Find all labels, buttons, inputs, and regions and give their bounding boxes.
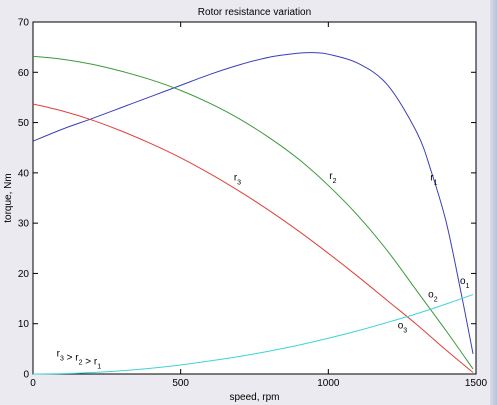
y-axis-label: torque, Nm [3,173,14,222]
y-tick-label: 60 [18,68,30,79]
series-line-r2 [32,55,474,370]
x-tick-label: 0 [30,378,36,389]
y-tick-label: 50 [18,118,30,129]
curve-label-r3: r3 [234,172,241,186]
y-tick-label: 40 [18,168,30,179]
window-edge [490,0,497,405]
plot-area [32,21,477,375]
curve-label-o1: o1 [460,276,470,290]
series-line-r3 [32,103,474,373]
curve-label-o2: o2 [428,290,438,304]
y-tick-label: 20 [18,269,30,280]
y-tick-label: 0 [23,370,29,381]
y-tick-label: 10 [18,319,30,330]
axis-ticks: 0 500 1000 1500 0 10 20 30 40 50 60 70 [18,18,488,390]
x-tick-label: 500 [172,378,189,389]
series-lines [32,52,474,375]
x-tick-label: 1500 [465,378,488,389]
series-line-r1 [32,52,474,354]
y-tick-label: 30 [18,219,30,230]
curve-annotations: r1 r2 r3 o1 o2 o3 r3 > r2 > r1 [57,171,470,371]
x-tick-label: 1000 [317,378,340,389]
x-axis-label: speed, rpm [229,392,279,403]
inequality-label: r3 > r2 > r1 [57,348,102,370]
curve-label-r1: r1 [430,172,437,186]
curve-label-r2: r2 [329,171,336,185]
series-line-load [32,294,474,375]
curve-label-o3: o3 [398,321,408,335]
chart-title: Rotor resistance variation [198,7,311,18]
y-tick-label: 70 [18,18,30,29]
